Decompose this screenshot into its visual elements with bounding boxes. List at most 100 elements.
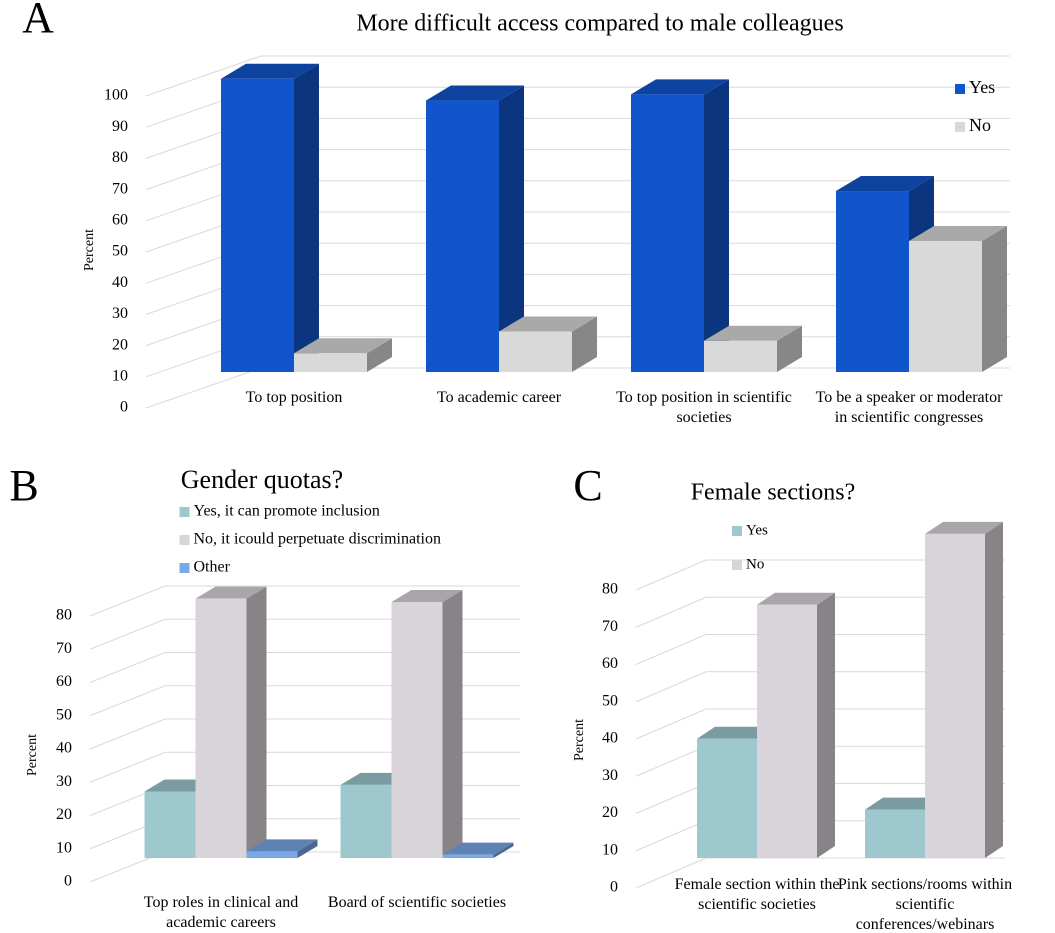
bar-side <box>493 842 514 858</box>
bar-top <box>704 325 802 341</box>
y-tick-label: 20 <box>602 804 618 821</box>
chart-title: More difficult access compared to male c… <box>356 11 843 37</box>
legend-label: No, it icould perpetuate discrimination <box>194 531 442 548</box>
bar <box>294 338 392 372</box>
grid-line <box>635 596 1005 628</box>
x-tick-label: To be a speaker or moderator in scientif… <box>815 389 1003 426</box>
panel-label: C <box>573 461 602 510</box>
bar-side <box>817 592 835 858</box>
x-tick-label: Top roles in clinical and academic caree… <box>143 894 299 931</box>
bar-top <box>865 797 943 810</box>
bar <box>704 325 802 372</box>
bar-front <box>340 784 392 858</box>
bar-side <box>246 586 267 858</box>
legend-swatch <box>732 526 742 536</box>
x-tick-label: Pink sections/rooms within scientific co… <box>837 876 1013 933</box>
y-axis-label: Percent <box>25 734 40 776</box>
legend-label: Yes, it can promote inclusion <box>194 503 380 520</box>
legend-label: No <box>746 556 764 572</box>
bar <box>925 521 1003 858</box>
bar-front <box>221 78 294 372</box>
bar-side <box>777 325 802 372</box>
legend-swatch <box>732 560 742 570</box>
legend-label: No <box>969 115 991 135</box>
bar-front <box>704 340 777 372</box>
bar <box>246 839 318 858</box>
grid-line <box>635 708 1005 740</box>
bar-top <box>442 842 514 855</box>
x-tick-label: To academic career <box>436 389 562 406</box>
legend-swatch <box>179 507 190 517</box>
panel-label: B <box>9 461 38 510</box>
y-tick-label: 100 <box>104 87 128 104</box>
y-tick-label: 30 <box>112 305 128 322</box>
y-tick-label: 70 <box>112 180 128 197</box>
bar <box>391 589 463 858</box>
legend-label: Other <box>194 559 231 576</box>
bar-front <box>246 851 298 858</box>
bar-side <box>294 63 319 372</box>
chart-title: Female sections? <box>691 480 856 506</box>
chart-title: Gender quotas? <box>181 465 343 494</box>
bar-top <box>391 589 463 602</box>
panel-label: A <box>22 0 54 42</box>
bar-front <box>925 533 985 858</box>
bar <box>499 316 597 372</box>
y-tick-label: 80 <box>602 581 618 598</box>
grid-line <box>89 585 520 617</box>
bar-top <box>697 726 775 739</box>
legend-swatch <box>955 122 965 132</box>
x-tick-label: To top position <box>245 389 343 406</box>
y-tick-label: 60 <box>56 673 72 690</box>
y-tick-label: 50 <box>56 706 72 723</box>
y-tick-label: 30 <box>56 773 72 790</box>
bar-side <box>704 79 729 372</box>
x-tick-label: Board of scientific societies <box>327 894 507 911</box>
y-axis-label: Percent <box>82 229 97 271</box>
y-tick-label: 80 <box>56 607 72 624</box>
y-tick-label: 90 <box>112 118 128 135</box>
y-tick-label: 70 <box>56 640 72 657</box>
bar-front <box>294 353 367 372</box>
y-tick-label: 60 <box>602 655 618 672</box>
bar-front <box>697 738 757 858</box>
y-tick-label: 60 <box>112 211 128 228</box>
y-tick-label: 0 <box>64 873 72 890</box>
y-tick-label: 0 <box>610 879 618 896</box>
bar-top <box>757 592 835 605</box>
bar <box>221 63 319 372</box>
grid-line <box>145 55 1010 97</box>
bar <box>909 225 1007 372</box>
bar-top <box>836 176 934 192</box>
y-tick-label: 30 <box>602 767 618 784</box>
y-tick-label: 40 <box>112 274 128 291</box>
y-tick-label: 10 <box>56 839 72 856</box>
y-tick-label: 20 <box>56 806 72 823</box>
bar-top <box>499 316 597 332</box>
y-tick-label: 0 <box>120 399 128 416</box>
bar-top <box>631 79 729 95</box>
bar-front <box>757 604 817 858</box>
legend-swatch <box>955 84 965 94</box>
bar-top <box>195 586 267 599</box>
bar-front <box>442 854 494 858</box>
bar-side <box>442 589 463 858</box>
bar <box>426 85 524 372</box>
legend-label: Yes <box>969 77 995 97</box>
y-tick-label: 40 <box>56 740 72 757</box>
legend-label: Yes <box>746 522 768 538</box>
y-tick-label: 10 <box>602 841 618 858</box>
y-tick-label: 40 <box>602 730 618 747</box>
grid-line <box>635 634 1005 665</box>
bar-top <box>246 839 318 852</box>
y-tick-label: 20 <box>112 336 128 353</box>
bar-front <box>426 100 499 372</box>
bar-top <box>294 338 392 354</box>
y-axis-label: Percent <box>572 719 587 761</box>
bar-front <box>144 791 196 858</box>
y-tick-label: 50 <box>112 243 128 260</box>
legend-swatch <box>179 563 190 573</box>
bar-side <box>572 316 597 372</box>
